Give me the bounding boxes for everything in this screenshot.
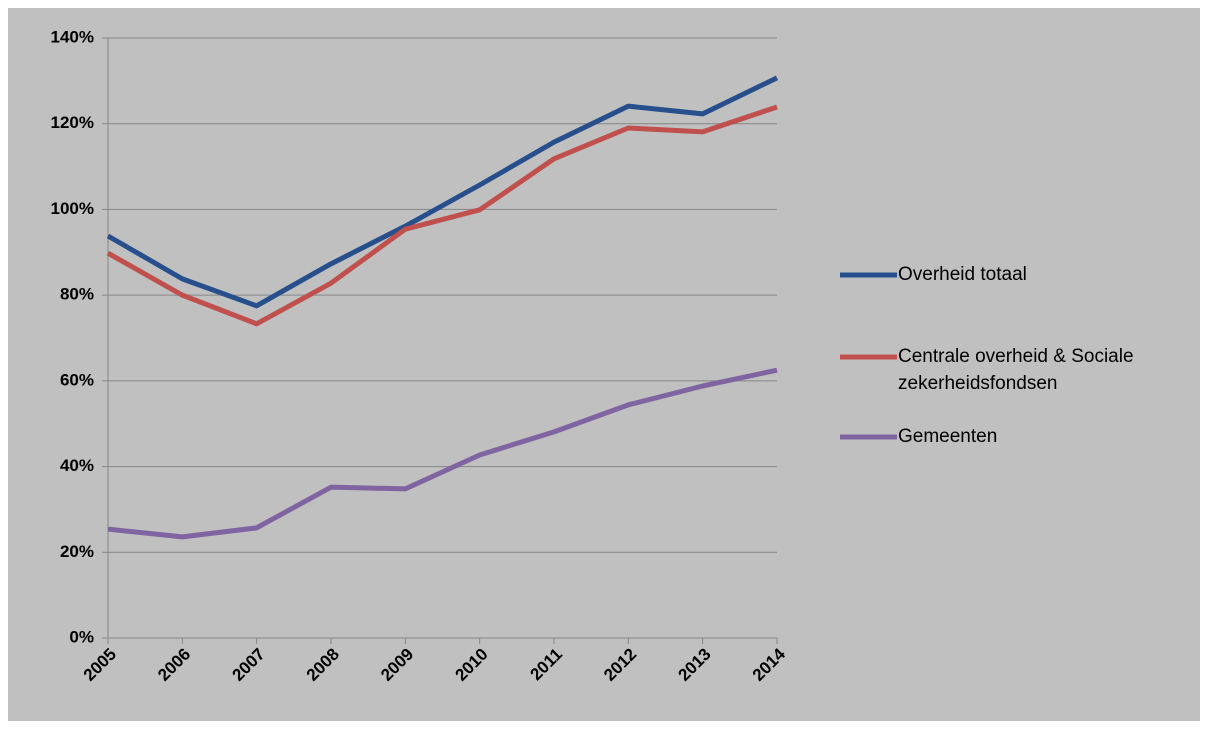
chart-background [8, 8, 1200, 721]
series-line [106, 75, 779, 309]
y-tick-label: 40% [60, 456, 94, 475]
series-line [106, 104, 778, 327]
series-line [107, 367, 778, 540]
y-tick-label: 100% [51, 199, 94, 218]
y-tick-label: 20% [60, 542, 94, 561]
legend-label: Overheid totaal [898, 264, 1027, 285]
y-tick-label: 0% [69, 627, 94, 646]
legend-label: Centrale overheid & Sociale zekerheidsfo… [898, 346, 1134, 394]
y-tick-label: 140% [51, 27, 94, 46]
y-tick-label: 60% [60, 370, 94, 389]
y-tick-label: 80% [60, 285, 94, 304]
legend-label: Gemeenten [898, 426, 998, 447]
y-tick-label: 120% [51, 113, 94, 132]
